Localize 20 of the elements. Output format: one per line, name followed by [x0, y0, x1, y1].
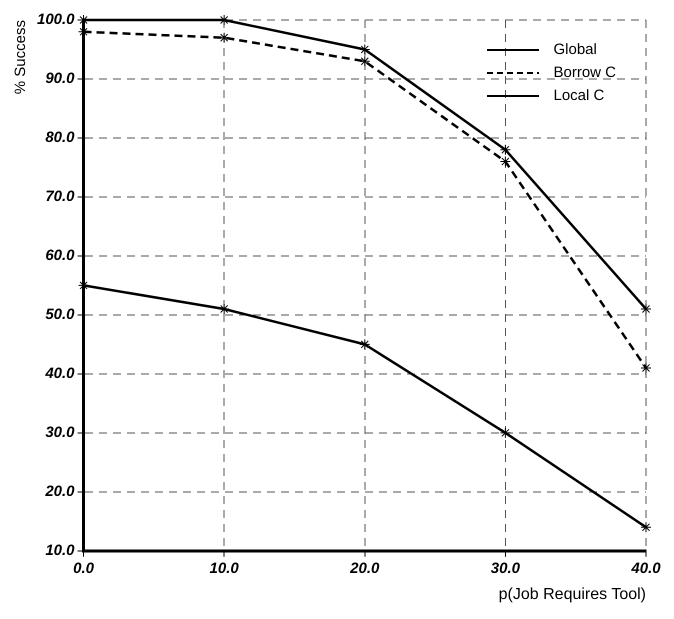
y-tick-label: 10.0 — [45, 542, 76, 559]
legend-label: Global — [553, 40, 597, 60]
y-tick-label: 30.0 — [45, 424, 76, 441]
x-tick-label: 0.0 — [73, 560, 95, 577]
x-tick-label: 30.0 — [490, 560, 521, 577]
legend-label: Local C — [553, 86, 604, 106]
y-tick-label: 50.0 — [45, 306, 76, 324]
legend-label: Borrow C — [553, 63, 616, 83]
y-tick-label: 100.0 — [36, 11, 76, 28]
y-tick-label: 80.0 — [45, 129, 76, 146]
y-tick-label: 90.0 — [45, 70, 76, 88]
x-tick-label: 40.0 — [630, 560, 662, 577]
y-axis-title: % Success — [12, 20, 30, 94]
x-tick-label: 10.0 — [210, 560, 240, 577]
y-tick-label: 20.0 — [44, 482, 76, 500]
y-tick-label: 40.0 — [44, 365, 76, 382]
x-tick-label: 20.0 — [349, 560, 380, 577]
x-axis-title: p(Job Requires Tool) — [498, 586, 646, 603]
y-tick-label: 60.0 — [45, 247, 76, 264]
y-tick-label: 70.0 — [45, 188, 76, 206]
